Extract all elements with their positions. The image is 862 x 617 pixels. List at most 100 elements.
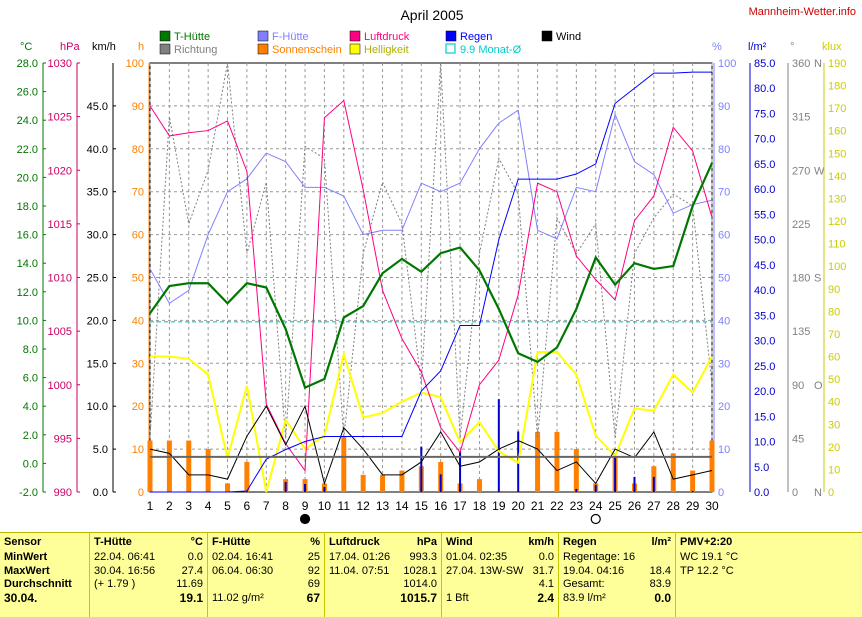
tick-label-percent: 80 xyxy=(718,144,730,156)
moon-full-icon xyxy=(590,513,601,525)
axis-label-hours: h xyxy=(138,41,144,53)
tick-label-deg: 0 xyxy=(792,487,798,499)
summary-cell: 17.04. 01:26 993.3 xyxy=(329,551,437,563)
summary-sensor-header: Sensor xyxy=(4,536,42,548)
rain-daily-bar xyxy=(633,476,636,492)
rain-daily-bar xyxy=(575,488,578,492)
x-tick-label: 25 xyxy=(608,499,622,513)
tick-label-deg: 180 xyxy=(792,273,810,285)
tick-label-klux: 190 xyxy=(828,58,846,70)
moon-new-icon xyxy=(299,513,311,525)
legend-label: Sonnenschein xyxy=(272,44,342,56)
tick-label-rain: 45.0 xyxy=(754,260,775,272)
x-tick-label: 27 xyxy=(647,499,661,513)
tick-label-hpa: 1010 xyxy=(48,273,72,285)
legend-label: Richtung xyxy=(174,44,217,56)
rain-daily-bar xyxy=(284,481,287,492)
summary-cell: 4.1 xyxy=(538,578,554,590)
x-tick-label: 30 xyxy=(705,499,719,513)
legend-swatch xyxy=(159,30,171,42)
tick-label-temp: 14.0 xyxy=(17,258,38,270)
direction-label: N xyxy=(814,487,822,499)
axis-label-deg: ° xyxy=(790,41,794,53)
sunshine-bar xyxy=(205,449,211,492)
x-tick-label: 4 xyxy=(205,499,212,513)
sunshine-bar xyxy=(476,479,482,492)
legend-label: Regen xyxy=(460,31,492,43)
summary-t-huette-column: T-Hütte °C 22.04. 06:41 0.0 30.04. 16:56 27… xyxy=(90,533,208,617)
tick-label-rain: 65.0 xyxy=(754,159,775,171)
tick-label-hpa: 1000 xyxy=(48,380,72,392)
rain-daily-bar xyxy=(459,451,462,492)
tick-label-klux: 40 xyxy=(828,397,840,409)
summary-luftdruck-column: Luftdruck hPa 17.04. 01:26 993.3 11.04. 07… xyxy=(325,533,442,617)
tick-label-kmh: 25.0 xyxy=(87,273,108,285)
rain-daily-bar xyxy=(323,486,326,492)
summary-cell: Gesamt: 83.9 xyxy=(563,578,671,590)
tick-label-klux: 170 xyxy=(828,103,846,115)
summary-table: Sensor MinWert MaxWert Durchschnitt 30.0… xyxy=(0,532,862,617)
chart-title: April 2005 xyxy=(400,7,463,23)
summary-cell: 30.04. 16:56 27.4 xyxy=(94,564,203,577)
x-tick-label: 9 xyxy=(302,499,309,513)
sunshine-bar xyxy=(690,470,696,492)
legend-swatch xyxy=(257,43,269,55)
rain-daily-bar xyxy=(245,490,248,492)
x-axis: 1 2 3 4 5 6 7 8 9 10 11 12 13 14 15 16 17 18 19 20 21 22 23 24 2… xyxy=(147,499,719,525)
tick-label-rain: 35.0 xyxy=(754,310,775,322)
legend-swatch xyxy=(445,43,456,54)
tick-label-percent: 30 xyxy=(718,358,730,370)
site-link[interactable]: Mannheim-Wetter.info xyxy=(748,6,856,18)
tick-label-temp: -2.0 xyxy=(19,487,38,499)
tick-label-kmh: 0.0 xyxy=(93,487,108,499)
sunshine-bar xyxy=(709,440,715,492)
rain-daily-bar xyxy=(652,476,655,492)
tick-label-hours: 30 xyxy=(132,358,144,370)
tick-label-hpa: 990 xyxy=(54,487,72,499)
summary-row-label: 30.04. xyxy=(4,590,38,605)
x-tick-label: 8 xyxy=(282,499,289,513)
x-tick-label: 19 xyxy=(492,499,506,513)
sunshine-bar xyxy=(166,440,172,492)
x-tick-label: 16 xyxy=(434,499,448,513)
tick-label-percent: 20 xyxy=(718,401,730,413)
tick-label-klux: 100 xyxy=(828,261,846,273)
legend-swatch xyxy=(349,30,361,42)
x-tick-label: 15 xyxy=(415,499,429,513)
tick-label-hours: 100 xyxy=(126,58,144,70)
x-tick-label: 2 xyxy=(166,499,173,513)
tick-label-hours: 20 xyxy=(132,401,144,413)
tick-label-klux: 150 xyxy=(828,148,846,160)
summary-cell: 1014.0 xyxy=(403,578,437,590)
summary-cell: (+ 1.79 ) 11.69 xyxy=(94,578,203,590)
x-tick-label: 5 xyxy=(224,499,231,513)
tick-label-hpa: 1015 xyxy=(48,219,72,231)
direction-label: N xyxy=(814,58,822,70)
tick-label-hpa: 1030 xyxy=(48,58,72,70)
rain-daily-bar xyxy=(594,484,597,492)
tick-label-temp: 18.0 xyxy=(17,201,38,213)
tick-label-klux: 30 xyxy=(828,419,840,431)
sunshine-bar xyxy=(341,436,347,492)
tick-label-klux: 10 xyxy=(828,464,840,476)
tick-label-rain: 75.0 xyxy=(754,108,775,120)
sunshine-bar xyxy=(186,440,192,492)
summary-wind-header: Wind km/h xyxy=(446,536,554,548)
legend-swatch xyxy=(257,30,269,42)
tick-label-kmh: 10.0 xyxy=(87,401,108,413)
tick-label-hours: 50 xyxy=(132,273,144,285)
legend-swatch xyxy=(159,43,171,55)
summary-f-huette-header: F-Hütte% xyxy=(212,536,320,548)
sunshine-bar xyxy=(535,431,541,492)
tick-label-deg: 270 xyxy=(792,165,810,177)
tick-label-hours: 60 xyxy=(132,230,144,242)
tick-label-klux: 90 xyxy=(828,284,840,296)
rain-daily-bar xyxy=(691,490,694,492)
series-richtung xyxy=(149,62,713,439)
tick-label-deg: 315 xyxy=(792,112,810,124)
axis-label-temp: °C xyxy=(20,41,32,53)
tick-label-percent: 10 xyxy=(718,444,730,456)
summary-pmv-column: PMV+2:20 WC 19.1 °C TP 12.2 °C xyxy=(676,533,862,617)
tick-label-deg: 45 xyxy=(792,433,804,445)
series-t-huette xyxy=(149,162,714,390)
